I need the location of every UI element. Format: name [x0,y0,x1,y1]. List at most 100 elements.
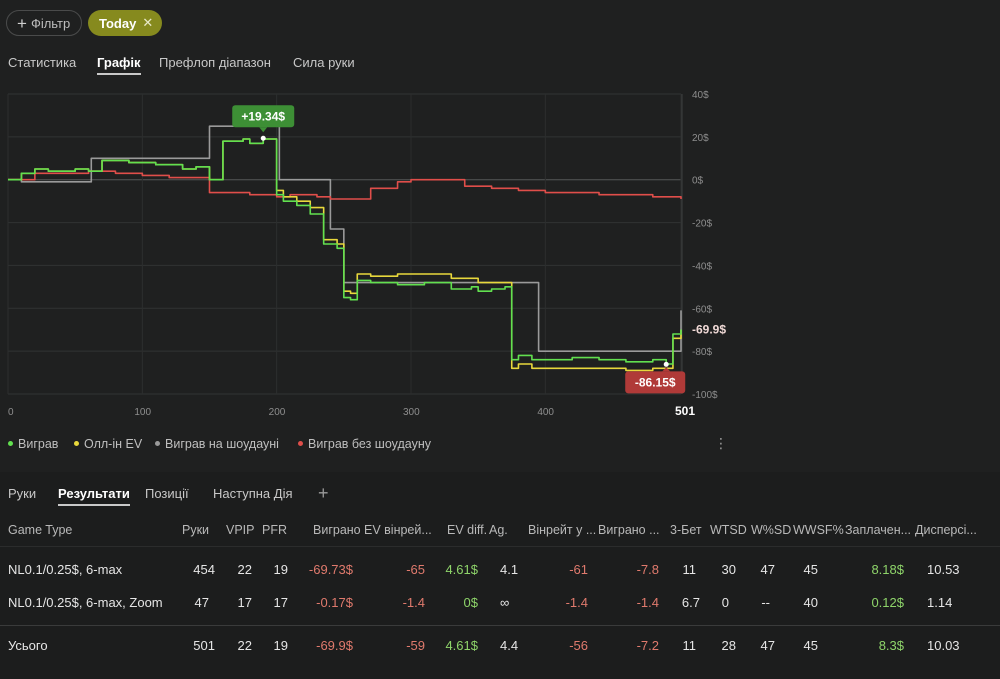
min-point-marker [663,361,669,367]
column-header[interactable]: Заплачен... [845,523,912,537]
cell-wtsd: 28 [721,638,736,653]
cell-winrate: -56 [569,638,588,653]
column-header[interactable]: EV diff. [447,523,488,537]
column-header[interactable]: Виграно ... [598,523,660,537]
legend-item-allin-ev[interactable]: Олл-ін EV [74,437,142,451]
cell-ev-winrate: -65 [406,562,425,577]
x-tick-label: 501 [675,404,695,418]
cell-pfr: 19 [273,638,288,653]
column-header[interactable]: WWSF% [793,523,844,537]
cell-hands: 501 [193,638,215,653]
tab-results[interactable]: Результати [58,486,130,506]
max-label: +19.34$ [241,109,285,123]
legend-label: Виграв на шоудауні [165,437,279,451]
cell-pfr: 19 [273,562,288,577]
tab-hands[interactable]: Руки [8,486,37,501]
cell-3bet: 11 [682,562,697,577]
close-icon[interactable]: ✕ [142,15,154,30]
cell-wwsf: 40 [803,595,818,610]
x-tick-label: 200 [269,407,286,418]
table-header: Game Type Руки VPIP PFR Виграно EV вінре… [0,512,1000,547]
y-tick-label: -80$ [692,347,712,358]
column-header[interactable]: PFR [262,523,287,537]
tab-next-action[interactable]: Наступна Дія [213,486,293,501]
y-tick-label: -60$ [692,304,712,315]
today-filter-chip[interactable]: Today ✕ [88,10,162,36]
cell-pfr: 17 [273,595,288,610]
cell-3bet: 11 [682,638,697,653]
legend-dot-icon [298,441,303,447]
x-tick-label: 400 [537,407,554,418]
y-tick-label: -20$ [692,219,712,230]
cell-variance: 10.53 [927,562,960,577]
filter-label: Фільтр [30,15,71,31]
cell-ev-winrate: -59 [406,638,425,653]
cell-rake: 8.3$ [878,638,904,653]
plus-icon: + [17,13,27,33]
cell-ev-diff: 0$ [463,595,478,610]
legend-item-non-showdown[interactable]: Виграв без шоудауну [298,437,431,451]
max-point-marker [260,135,266,141]
cell-wsd: -- [761,595,770,610]
table-row[interactable]: NL0.1/0.25$, 6-max, Zoom 47 17 17 -0.17$… [0,586,1000,618]
column-header[interactable]: 3-Бет [670,523,702,537]
cell-ag: ∞ [500,595,510,610]
tab-positions[interactable]: Позиції [145,486,189,501]
column-header[interactable]: Game Type [8,523,73,537]
cell-variance: 10.03 [927,638,960,653]
series-line-3 [8,170,682,200]
legend-label: Олл-ін EV [84,437,143,451]
add-tab-icon[interactable]: + [318,483,329,503]
legend-item-showdown[interactable]: Виграв на шоудауні [155,437,279,451]
legend-dot-icon [155,441,160,447]
cell-game-type: NL0.1/0.25$, 6-max [8,562,123,577]
cell-winrate: -61 [569,562,588,577]
column-header[interactable]: Ag. [489,523,508,537]
more-options-icon[interactable]: ⋮ [714,435,728,451]
end-value-label: -69.9$ [692,323,726,337]
legend-dot-icon [74,441,79,447]
y-tick-label: -100$ [692,390,718,401]
min-label: -86.15$ [635,375,676,389]
table-row[interactable]: NL0.1/0.25$, 6-max 454 22 19 -69.73$ -65… [0,553,1000,585]
column-header[interactable]: EV вінрей... [364,523,432,537]
profit-chart: 40$ 20$ 0$ -20$ -40$ -60$ -80$ -100$ 0 100 200 300 4… [0,84,1000,464]
legend-label: Виграв [18,437,59,451]
results-panel: Руки Результати Позиції Наступна Дія + G… [0,472,1000,679]
cell-won-bb: -7.2 [636,638,659,653]
y-tick-label: 0$ [692,176,704,187]
cell-wtsd: 30 [721,562,736,577]
column-header[interactable]: Дисперсі... [915,523,977,537]
legend-dot-icon [8,441,13,447]
column-header[interactable]: Руки [182,523,210,537]
tab-hand-strength[interactable]: Сила руки [293,55,355,70]
column-header[interactable]: Виграно [313,523,361,537]
cell-won-bb: -1.4 [636,595,659,610]
cell-ev-winrate: -1.4 [402,595,425,610]
cell-variance: 1.14 [927,595,953,610]
min-label-pointer [662,367,671,372]
cell-game-type: Усього [8,638,48,653]
column-header[interactable]: WTSD [710,523,747,537]
add-filter-button[interactable]: + Фільтр [6,10,82,36]
series-line-2 [8,125,682,352]
cell-rake: 8.18$ [871,562,904,577]
table-total-row: Усього 501 22 19 -69.9$ -59 4.61$ 4.4 -5… [0,625,1000,664]
y-tick-label: 40$ [692,90,709,101]
column-header[interactable]: W%SD [751,523,792,537]
series-line-0 [8,138,682,365]
tab-preflop-range[interactable]: Префлоп діапазон [159,55,271,70]
cell-3bet: 6.7 [681,595,700,610]
column-header[interactable]: VPIP [226,523,255,537]
legend-label: Виграв без шоудауну [308,437,431,451]
tab-graph[interactable]: Графік [97,55,141,75]
max-label-pointer [259,127,268,133]
cell-wsd: 47 [760,562,775,577]
filter-bar: + Фільтр Today ✕ [0,0,1000,46]
cell-ag: 4.4 [500,638,519,653]
legend-item-won[interactable]: Виграв [8,437,58,451]
column-header[interactable]: Вінрейт у ... [528,523,597,537]
tab-statistics[interactable]: Статистика [8,55,77,70]
today-label: Today [99,15,137,31]
x-tick-label: 0 [8,407,14,418]
